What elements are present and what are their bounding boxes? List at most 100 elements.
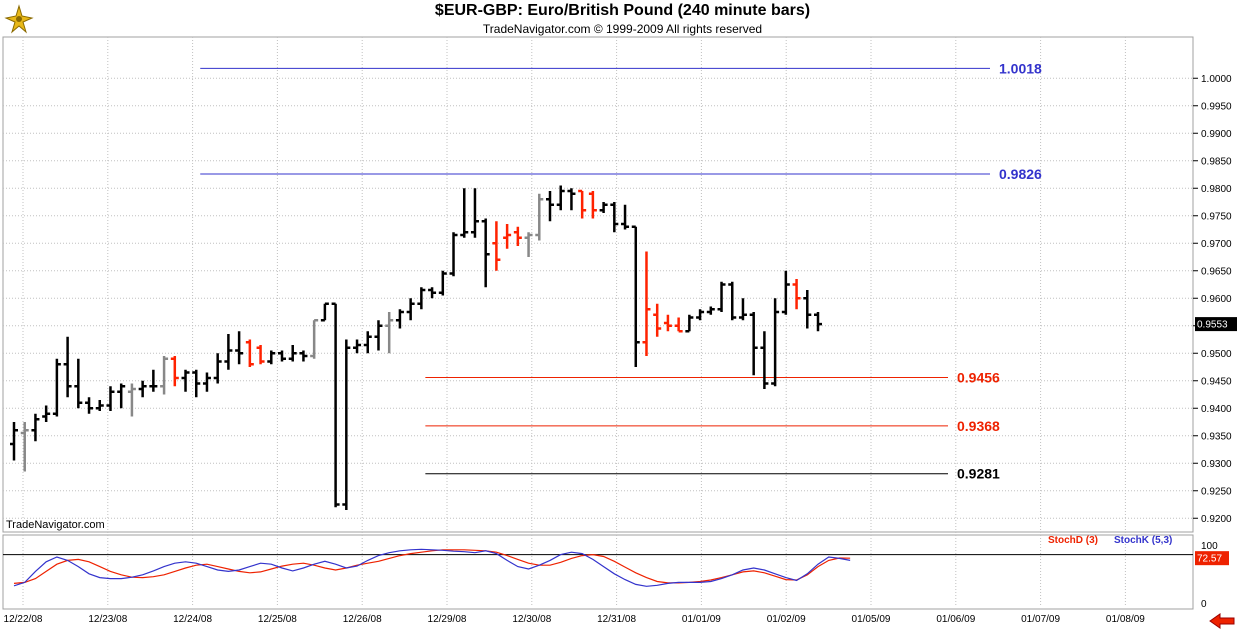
x-tick-label: 12/25/08 xyxy=(258,614,297,625)
ohlc-bar xyxy=(288,345,297,362)
ohlc-bar xyxy=(621,204,630,230)
x-tick-label: 01/08/09 xyxy=(1106,614,1145,625)
y-tick-label: 0.9800 xyxy=(1201,184,1232,195)
ohlc-bar xyxy=(653,303,662,337)
ohlc-bar xyxy=(460,188,469,238)
y-tick-label: 0.9400 xyxy=(1201,404,1232,415)
price-axis: 0.9200 0.9250 0.9300 0.9350 0.9400 0.9450 0.95… xyxy=(1193,74,1237,525)
y-tick-label: 0.9300 xyxy=(1201,459,1232,470)
ohlc-bar xyxy=(363,331,372,354)
ohlc-bar xyxy=(696,309,705,321)
y-tick-label: 0.9350 xyxy=(1201,431,1232,442)
ohlc-bar xyxy=(771,298,780,387)
ohlc-bar xyxy=(170,356,179,387)
ohlc-bar xyxy=(803,290,812,329)
x-tick-label: 01/01/09 xyxy=(682,614,721,625)
ohlc-bar xyxy=(310,319,319,359)
x-tick-label: 01/06/09 xyxy=(936,614,975,625)
ohlc-bar xyxy=(524,232,533,257)
scroll-left-button[interactable] xyxy=(1208,613,1236,629)
y-tick-label: 0.9750 xyxy=(1201,211,1232,222)
ohlc-bar xyxy=(267,350,276,365)
ohlc-bar xyxy=(749,312,758,376)
stoch-tick-label: 0 xyxy=(1201,599,1207,610)
trading-navigator-logo-icon xyxy=(4,4,34,34)
level-label: 0.9368 xyxy=(957,418,1000,434)
ohlc-bar xyxy=(320,302,329,322)
y-tick-label: 0.9250 xyxy=(1201,486,1232,497)
x-tick-label: 12/23/08 xyxy=(88,614,127,625)
ohlc-bar xyxy=(202,372,211,392)
legend-stoch-d: StochD (3) xyxy=(1048,535,1098,546)
ohlc-bar xyxy=(213,353,222,384)
y-tick-label: 0.9450 xyxy=(1201,376,1232,387)
ohlc-bar xyxy=(578,189,587,219)
ohlc-bar xyxy=(513,226,522,246)
ohlc-bar xyxy=(760,331,769,389)
ohlc-bar xyxy=(738,298,747,321)
y-tick-label: 0.9200 xyxy=(1201,514,1232,525)
ohlc-bar xyxy=(149,369,158,392)
ohlc-bar xyxy=(481,218,490,288)
legend-stoch-k: StochK (5,3) xyxy=(1114,535,1172,546)
y-tick-label: 1.0000 xyxy=(1201,74,1232,85)
ohlc-bar xyxy=(160,356,169,395)
y-tick-label: 0.9700 xyxy=(1201,239,1232,250)
ohlc-bar xyxy=(588,191,597,219)
stoch-tick-label: 100 xyxy=(1201,541,1218,552)
ohlc-bar xyxy=(181,369,190,392)
x-tick-label: 12/31/08 xyxy=(597,614,636,625)
ohlc-bar xyxy=(546,191,554,222)
ohlc-bar xyxy=(599,202,608,213)
y-tick-label: 0.9950 xyxy=(1201,101,1232,112)
chart-subtitle: TradeNavigator.com © 1999-2009 All right… xyxy=(482,22,763,36)
ohlc-bar xyxy=(556,185,565,211)
ohlc-bar xyxy=(224,334,233,370)
chart-title: $EUR-GBP: Euro/British Pound (240 minute… xyxy=(434,2,811,19)
ohlc-bar xyxy=(503,224,512,249)
grid xyxy=(2,36,1194,610)
level-label: 0.9281 xyxy=(957,466,1000,482)
ohlc-bar xyxy=(10,422,18,461)
ohlc-bar xyxy=(567,188,576,211)
ohlc-bar xyxy=(256,345,265,365)
ohlc-bar xyxy=(814,312,822,332)
ohlc-bar xyxy=(245,339,254,367)
y-tick-label: 0.9850 xyxy=(1201,156,1232,167)
ohlc-bar xyxy=(374,320,383,351)
x-tick-label: 12/24/08 xyxy=(173,614,212,625)
ohlc-bar xyxy=(706,306,715,315)
ohlc-bar xyxy=(117,383,126,409)
ohlc-bar xyxy=(470,188,479,238)
y-tick-label: 0.9650 xyxy=(1201,266,1232,277)
x-tick-label: 12/29/08 xyxy=(428,614,467,625)
ohlc-bar xyxy=(535,193,544,241)
ohlc-bar xyxy=(42,405,51,422)
stoch-last-label: 72.57 xyxy=(1197,554,1222,565)
ohlc-bar xyxy=(127,383,136,417)
x-tick-label: 01/07/09 xyxy=(1021,614,1060,625)
ohlc-bar xyxy=(631,225,640,367)
ohlc-bar xyxy=(449,232,458,277)
ohlc-bar xyxy=(417,287,426,310)
last-price-label: 0.9553 xyxy=(1197,320,1228,331)
x-tick-label: 12/22/08 xyxy=(4,614,43,625)
ohlc-bar xyxy=(642,251,651,356)
ohlc-bar xyxy=(717,281,726,312)
ohlc-bar xyxy=(685,314,694,333)
ohlc-bar xyxy=(192,369,201,398)
ohlc-bar xyxy=(331,302,340,508)
stoch-series-line xyxy=(13,549,851,584)
left-arrow-icon[interactable] xyxy=(1208,613,1236,629)
ohlc-bar xyxy=(728,281,737,321)
ohlc-bar xyxy=(106,386,115,411)
ohlc-bar xyxy=(138,380,147,398)
ohlc-bar xyxy=(74,358,83,409)
watermark: TradeNavigator.com xyxy=(6,519,105,531)
ohlc-bar xyxy=(781,270,790,315)
y-tick-label: 0.9600 xyxy=(1201,294,1232,305)
ohlc-bar xyxy=(95,400,104,411)
stoch-panel-frame xyxy=(2,534,1194,610)
date-axis: 12/22/08 12/23/08 12/24/08 12/25/08 12/26/08… xyxy=(4,614,1146,625)
